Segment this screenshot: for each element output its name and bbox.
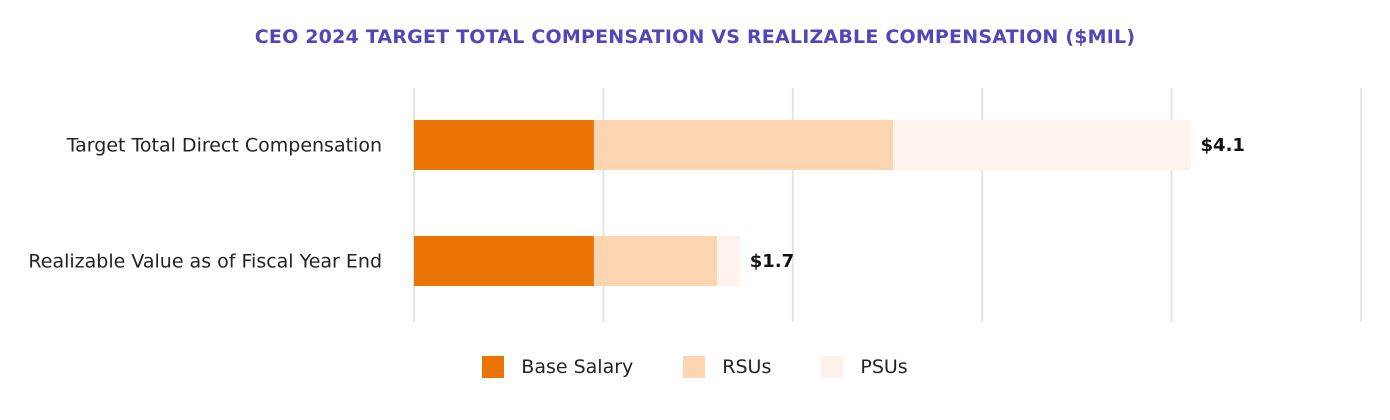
- chart-title: CEO 2024 TARGET TOTAL COMPENSATION VS RE…: [254, 26, 1136, 48]
- legend-item: PSUs: [821, 356, 908, 378]
- category-label: Target Total Direct Compensation: [66, 135, 382, 157]
- legend-swatch: [482, 356, 505, 378]
- bar-segment-base-salary: [414, 236, 594, 286]
- legend-swatch: [821, 356, 844, 378]
- chart-legend: Base Salary RSUs PSUs: [0, 356, 1390, 378]
- category-label: Realizable Value as of Fiscal Year End: [28, 251, 382, 273]
- legend-label: PSUs: [860, 356, 908, 378]
- bar-segment-rsus: [593, 236, 718, 286]
- total-value-label: $1.7: [750, 251, 794, 272]
- bar-segment-psus: [717, 236, 740, 286]
- chart-plot-area: Target Total Direct Compensation $4.1 Real…: [28, 88, 1362, 322]
- bar-segment-psus: [893, 120, 1191, 170]
- bar-segment-rsus: [593, 120, 894, 170]
- legend-item: RSUs: [683, 356, 771, 378]
- bar-segment-base-salary: [414, 120, 594, 170]
- total-value-label: $4.1: [1201, 135, 1245, 156]
- labels: Target Total Direct Compensation $4.1 Real…: [28, 135, 1245, 273]
- legend-label: RSUs: [722, 356, 772, 378]
- legend-swatch: [683, 356, 706, 378]
- bars: [414, 120, 1191, 286]
- legend-item: Base Salary: [482, 356, 633, 378]
- legend-label: Base Salary: [521, 356, 634, 378]
